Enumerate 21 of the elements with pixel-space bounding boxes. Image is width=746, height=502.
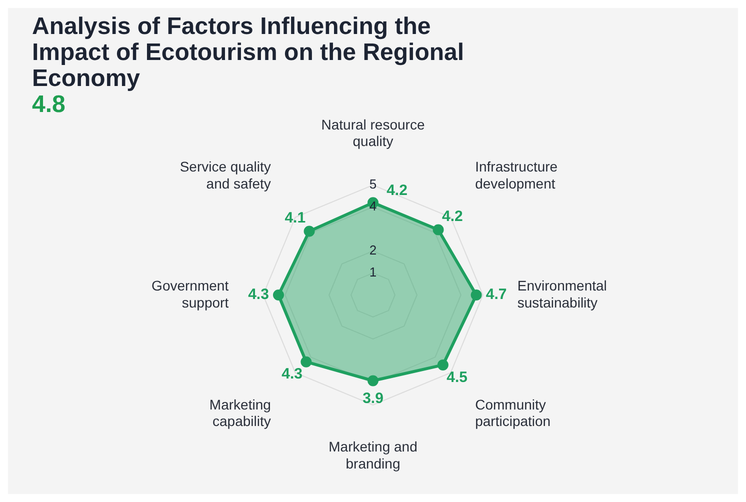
y-tick-label: 5 [369, 176, 377, 192]
data-label: 3.9 [362, 390, 384, 407]
spoke-label: Marketing and branding [328, 438, 418, 472]
data-label: 4.3 [248, 286, 269, 304]
data-label: 4.3 [282, 366, 302, 383]
data-label: 4.7 [486, 286, 507, 304]
spoke-label: Community participation [475, 396, 551, 430]
data-label: 4.2 [442, 208, 463, 226]
data-label: 4.1 [284, 210, 306, 227]
spoke-label: Natural resource quality [321, 116, 425, 150]
spoke-label: Service quality and safety [180, 158, 271, 192]
spoke-label: Marketing capability [209, 396, 271, 430]
spoke-label: Government support [152, 277, 229, 310]
chart-title: Analysis of Factors Influencing the Impact of Ecotourism on the Regional Economy [32, 13, 466, 92]
spoke-label: Infrastructure development [475, 158, 558, 192]
text: 4.8 [32, 91, 66, 118]
data-label: 4.5 [446, 368, 468, 386]
y-tick-label: 1 [369, 264, 377, 280]
data-label: 4.2 [386, 182, 408, 199]
y-tick-label: 2 [369, 242, 377, 258]
spoke-label: Environmental sustainability [517, 277, 607, 310]
